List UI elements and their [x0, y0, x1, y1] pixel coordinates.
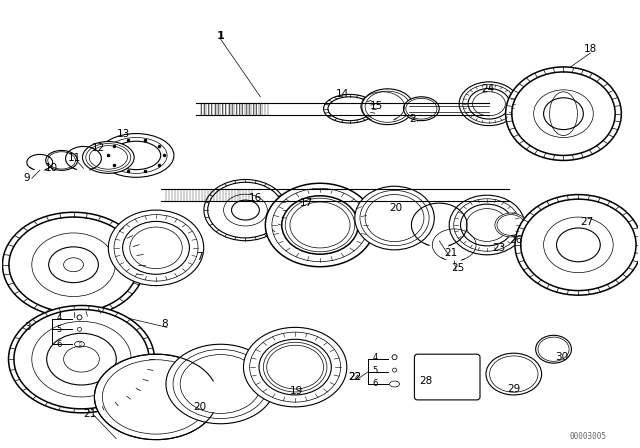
Text: 30: 30 — [556, 352, 569, 362]
Ellipse shape — [449, 195, 525, 255]
Ellipse shape — [486, 353, 541, 395]
Text: 6: 6 — [57, 340, 62, 349]
Text: 22: 22 — [348, 372, 361, 382]
Ellipse shape — [204, 180, 287, 241]
Text: 5: 5 — [372, 366, 378, 375]
Ellipse shape — [324, 95, 376, 123]
Ellipse shape — [536, 335, 572, 363]
Text: 2: 2 — [410, 114, 416, 124]
Text: 21: 21 — [444, 248, 458, 258]
Text: 21: 21 — [83, 409, 97, 419]
Text: 25: 25 — [451, 263, 465, 273]
Ellipse shape — [108, 210, 204, 286]
Text: 8: 8 — [161, 319, 168, 329]
Text: 6: 6 — [372, 379, 378, 388]
Ellipse shape — [99, 134, 174, 177]
Text: 24: 24 — [481, 84, 494, 94]
Ellipse shape — [45, 151, 77, 170]
Text: 10: 10 — [45, 164, 58, 173]
Text: 26: 26 — [509, 235, 522, 245]
Ellipse shape — [459, 82, 519, 125]
Text: 4: 4 — [372, 353, 378, 362]
Text: 28: 28 — [419, 376, 433, 386]
Text: 20: 20 — [390, 203, 403, 213]
FancyBboxPatch shape — [415, 354, 480, 400]
Text: 00003005: 00003005 — [570, 432, 607, 441]
Text: 5: 5 — [57, 325, 62, 334]
Ellipse shape — [506, 67, 621, 160]
Ellipse shape — [83, 142, 134, 173]
Text: 13: 13 — [117, 129, 131, 138]
Ellipse shape — [495, 213, 527, 237]
Ellipse shape — [243, 327, 347, 407]
Ellipse shape — [166, 344, 275, 424]
Text: 9: 9 — [24, 173, 31, 183]
Text: 11: 11 — [68, 153, 81, 164]
Ellipse shape — [3, 212, 145, 317]
Text: 27: 27 — [580, 217, 594, 227]
Text: 🫘: 🫘 — [78, 342, 81, 346]
Text: 1: 1 — [217, 31, 225, 41]
Text: 22: 22 — [348, 372, 361, 382]
Text: 23: 23 — [492, 243, 505, 253]
Text: 7: 7 — [196, 252, 202, 262]
Text: 20: 20 — [193, 402, 206, 412]
Ellipse shape — [95, 354, 218, 439]
Ellipse shape — [362, 89, 413, 125]
Text: 3: 3 — [24, 323, 31, 332]
Ellipse shape — [403, 97, 439, 121]
Text: 18: 18 — [584, 44, 597, 54]
Text: 19: 19 — [290, 386, 303, 396]
Text: 16: 16 — [248, 193, 262, 203]
Ellipse shape — [8, 306, 154, 413]
Ellipse shape — [355, 186, 435, 250]
Text: 15: 15 — [370, 101, 383, 111]
Ellipse shape — [266, 183, 374, 267]
Text: 14: 14 — [336, 89, 349, 99]
Text: 4: 4 — [57, 313, 62, 322]
Text: 12: 12 — [92, 143, 105, 154]
Text: 17: 17 — [300, 198, 314, 208]
Ellipse shape — [515, 194, 640, 295]
Text: 29: 29 — [507, 384, 520, 394]
